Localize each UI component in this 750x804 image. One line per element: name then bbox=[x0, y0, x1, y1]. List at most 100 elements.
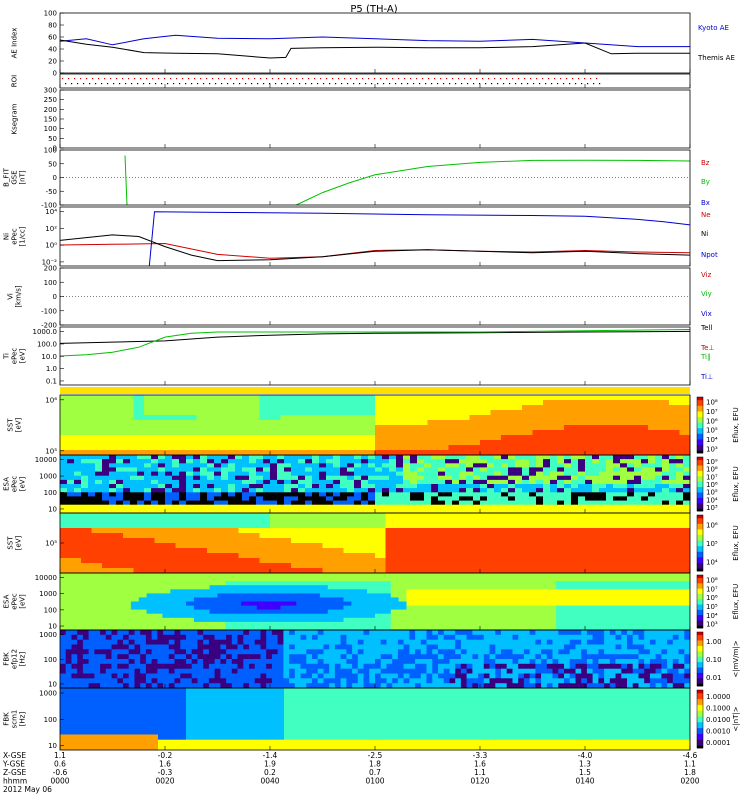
heat-cell bbox=[113, 553, 124, 558]
heat-cell bbox=[575, 445, 586, 450]
heat-cell bbox=[340, 463, 347, 468]
heat-cell bbox=[415, 669, 421, 674]
heat-cell bbox=[508, 496, 515, 501]
heat-cell bbox=[176, 568, 187, 573]
heat-cell bbox=[341, 659, 347, 664]
roi-dot bbox=[383, 83, 384, 84]
heat-cell bbox=[459, 425, 470, 430]
heat-cell bbox=[242, 455, 249, 460]
heat-cell bbox=[575, 543, 586, 548]
heat-cell bbox=[77, 678, 83, 683]
heat-cell bbox=[588, 606, 596, 611]
heat-cell bbox=[635, 606, 643, 611]
heat-cell bbox=[344, 543, 355, 548]
heat-cell bbox=[186, 563, 197, 568]
heat-cell bbox=[683, 476, 690, 481]
heat-cell bbox=[270, 410, 281, 415]
heat-cell bbox=[112, 664, 118, 669]
heat-cell bbox=[113, 450, 124, 455]
heat-cell bbox=[155, 581, 163, 586]
heat-cell bbox=[134, 563, 145, 568]
heat-cell bbox=[155, 553, 166, 558]
roi-dot bbox=[407, 83, 408, 84]
heat-cell bbox=[662, 492, 669, 497]
heat-cell bbox=[176, 445, 187, 450]
heat-cell bbox=[619, 614, 627, 619]
heat-cell bbox=[417, 430, 428, 435]
heat-cell bbox=[472, 659, 478, 664]
roi-dot bbox=[521, 83, 522, 84]
heat-cell bbox=[398, 635, 404, 640]
heat-cell bbox=[249, 558, 260, 563]
heat-cell bbox=[228, 538, 239, 543]
heat-cell bbox=[490, 664, 496, 669]
heat-cell bbox=[508, 501, 515, 506]
heat-cell bbox=[92, 435, 103, 440]
heat-cell bbox=[151, 496, 158, 501]
heat-cell bbox=[648, 463, 655, 468]
heat-cell bbox=[487, 492, 494, 497]
heat-cell bbox=[580, 573, 588, 578]
heat-cell bbox=[399, 614, 407, 619]
heat-cell bbox=[422, 577, 430, 582]
heat-cell bbox=[648, 425, 659, 430]
heat-cell bbox=[627, 459, 634, 464]
heat-cell bbox=[235, 484, 242, 489]
heat-cell bbox=[112, 659, 118, 664]
heat-cell bbox=[638, 568, 649, 573]
heat-cell bbox=[585, 543, 596, 548]
heat-cell bbox=[585, 533, 596, 538]
heat-cell bbox=[95, 467, 102, 472]
heat-cell bbox=[676, 484, 683, 489]
heat-cell bbox=[226, 674, 232, 679]
heat-cell bbox=[361, 463, 368, 468]
heat-cell bbox=[554, 563, 565, 568]
heat-cell bbox=[431, 488, 438, 493]
heat-cell bbox=[438, 405, 449, 410]
heat-cell bbox=[487, 488, 494, 493]
heat-cell bbox=[291, 528, 302, 533]
heat-cell bbox=[306, 630, 312, 635]
heat-cell bbox=[88, 496, 95, 501]
heat-cell bbox=[548, 622, 556, 627]
heat-cell bbox=[596, 585, 604, 590]
heat-cell bbox=[335, 678, 341, 683]
heat-cell bbox=[200, 501, 207, 506]
heat-cell bbox=[536, 480, 543, 485]
heat-cell bbox=[281, 425, 292, 430]
heat-cell bbox=[89, 669, 95, 674]
heat-cell bbox=[88, 488, 95, 493]
heat-cell bbox=[123, 425, 134, 430]
heat-cell bbox=[347, 480, 354, 485]
heat-cell bbox=[454, 610, 462, 615]
heat-cell bbox=[424, 472, 431, 477]
heat-cell bbox=[508, 476, 515, 481]
heat-cell bbox=[387, 654, 393, 659]
heat-cell bbox=[491, 533, 502, 538]
heat-cell bbox=[438, 467, 445, 472]
heat-cell bbox=[417, 472, 424, 477]
heat-cell bbox=[130, 476, 137, 481]
heat-cell bbox=[417, 459, 424, 464]
heat-cell bbox=[291, 543, 302, 548]
roi-dot bbox=[551, 83, 552, 84]
heat-cell bbox=[131, 597, 139, 602]
heat-cell bbox=[130, 496, 137, 501]
heat-cell bbox=[341, 674, 347, 679]
heat-cell bbox=[432, 640, 438, 645]
heat-cell bbox=[281, 589, 289, 594]
heat-cell bbox=[214, 488, 221, 493]
heat-cell bbox=[641, 492, 648, 497]
heat-cell bbox=[669, 445, 680, 450]
heat-cell bbox=[102, 518, 113, 523]
heat-cell bbox=[375, 459, 382, 464]
heat-cell bbox=[83, 630, 89, 635]
heat-cell bbox=[467, 645, 473, 650]
heat-cell bbox=[306, 640, 312, 645]
heat-cell bbox=[438, 472, 445, 477]
heat-cell bbox=[470, 538, 481, 543]
heat-cell bbox=[638, 430, 649, 435]
heat-cell bbox=[60, 410, 71, 415]
heat-cell bbox=[333, 543, 344, 548]
heat-cell bbox=[170, 585, 178, 590]
